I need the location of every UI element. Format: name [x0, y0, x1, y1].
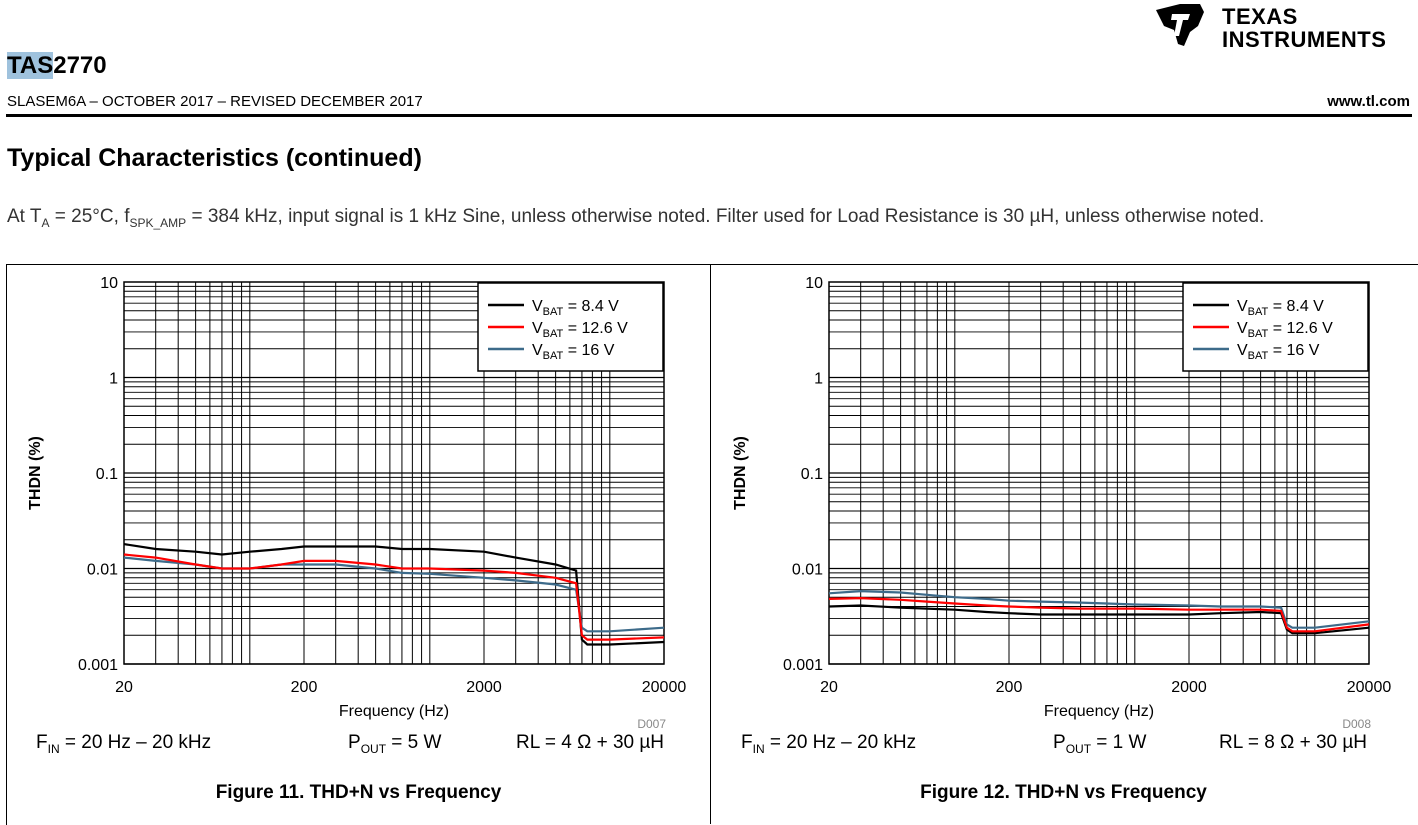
section-title: Typical Characteristics (continued) [7, 144, 422, 172]
fin-condition: FIN = 20 Hz – 20 kHz [741, 732, 916, 756]
y-axis-label: THDN (%) [732, 436, 749, 510]
y-tick-label: 0.001 [783, 657, 823, 674]
part-number-rest: 2770 [53, 52, 107, 79]
y-tick-label: 0.01 [87, 562, 118, 579]
x-axis-label: Frequency (Hz) [339, 703, 449, 720]
figure-code: D008 [1342, 717, 1371, 731]
x-tick-label: 20000 [1347, 679, 1392, 696]
x-tick-label: 2000 [1171, 679, 1207, 696]
rl-condition: RL = 8 Ω + 30 µH [1219, 732, 1368, 753]
header-rule [6, 114, 1412, 117]
logo-line-2: INSTRUMENTS [1222, 27, 1387, 52]
pout-label: P [348, 732, 361, 753]
x-tick-label: 200 [996, 679, 1023, 696]
pout-text: = 5 W [386, 732, 442, 753]
pout-sub: OUT [1065, 741, 1092, 756]
document-id: SLASEM6A – OCTOBER 2017 – REVISED DECEMB… [7, 93, 423, 110]
y-tick-label: 0.001 [78, 657, 118, 674]
x-tick-label: 2000 [466, 679, 502, 696]
ti-logo: TEXAS INSTRUMENTS [1150, 0, 1410, 60]
legend-label: VBAT = 12.6 V [1237, 320, 1333, 340]
pout-condition: POUT = 5 W [348, 732, 441, 756]
legend-label: VBAT = 16 V [1237, 342, 1320, 362]
series-line [828, 604, 1370, 635]
figure-11-chart: 10 1 0.1 0.01 0.001 20 200 2000 20000 Frequency (… [27, 275, 687, 731]
fin-text: = 20 Hz – 20 kHz [764, 732, 917, 753]
series-line [123, 543, 665, 646]
part-number: TAS2770 [7, 52, 107, 80]
x-tick-label: 200 [291, 679, 318, 696]
pout-text: = 1 W [1091, 732, 1147, 753]
legend-label: VBAT = 8.4 V [532, 298, 619, 318]
x-tick-label: 20 [820, 679, 838, 696]
x-tick-label: 20000 [642, 679, 687, 696]
y-tick-label: 1 [814, 371, 823, 388]
plot-frame [828, 281, 1370, 665]
x-tick-label: 20 [115, 679, 133, 696]
y-tick-label: 10 [100, 275, 118, 292]
conditions-text: At TA = 25°C, fSPK_AMP = 384 kHz, input … [7, 206, 1265, 230]
figure-code: D007 [637, 717, 666, 731]
y-tick-label: 0.01 [792, 562, 823, 579]
x-axis-label: Frequency (Hz) [1044, 703, 1154, 720]
fin-sub: IN [752, 741, 765, 756]
figure-12-chart: 10 1 0.1 0.01 0.001 20 200 2000 20000 Frequency (… [732, 275, 1392, 731]
pout-sub: OUT [360, 741, 387, 756]
series-line [828, 596, 1370, 633]
legend-label: VBAT = 8.4 V [1237, 298, 1324, 318]
pout-label: P [1053, 732, 1066, 753]
y-tick-label: 0.1 [96, 466, 118, 483]
fin-text: = 20 Hz – 20 kHz [59, 732, 212, 753]
y-axis-label: THDN (%) [27, 436, 44, 510]
fin-sub: IN [47, 741, 60, 756]
legend-label: VBAT = 16 V [532, 342, 615, 362]
fin-condition: FIN = 20 Hz – 20 kHz [36, 732, 211, 756]
rl-condition: RL = 4 Ω + 30 µH [516, 732, 665, 753]
y-tick-label: 10 [805, 275, 823, 292]
figure-11-panel: 10 1 0.1 0.01 0.001 20 200 2000 20000 Frequency (… [6, 264, 711, 818]
y-tick-label: 1 [109, 371, 118, 388]
figure-12-panel: 10 1 0.1 0.01 0.001 20 200 2000 20000 Frequency (… [711, 264, 1416, 818]
part-number-highlight: TAS [7, 52, 54, 79]
pout-condition: POUT = 1 W [1053, 732, 1146, 756]
y-tick-label: 0.1 [801, 466, 823, 483]
figure-caption: Figure 12. THD+N vs Frequency [920, 782, 1207, 803]
plot-frame [123, 281, 665, 665]
website-link[interactable]: www.tl.com [1327, 93, 1410, 110]
legend-label: VBAT = 12.6 V [532, 320, 628, 340]
fin-label: F [741, 732, 753, 753]
figure-table [6, 264, 1418, 825]
series-line [123, 553, 665, 641]
figure-caption: Figure 11. THD+N vs Frequency [215, 782, 502, 803]
logo-line-1: TEXAS [1222, 4, 1298, 29]
figure-divider [710, 264, 711, 824]
ti-state-logo-icon [1156, 4, 1204, 46]
fin-label: F [36, 732, 48, 753]
